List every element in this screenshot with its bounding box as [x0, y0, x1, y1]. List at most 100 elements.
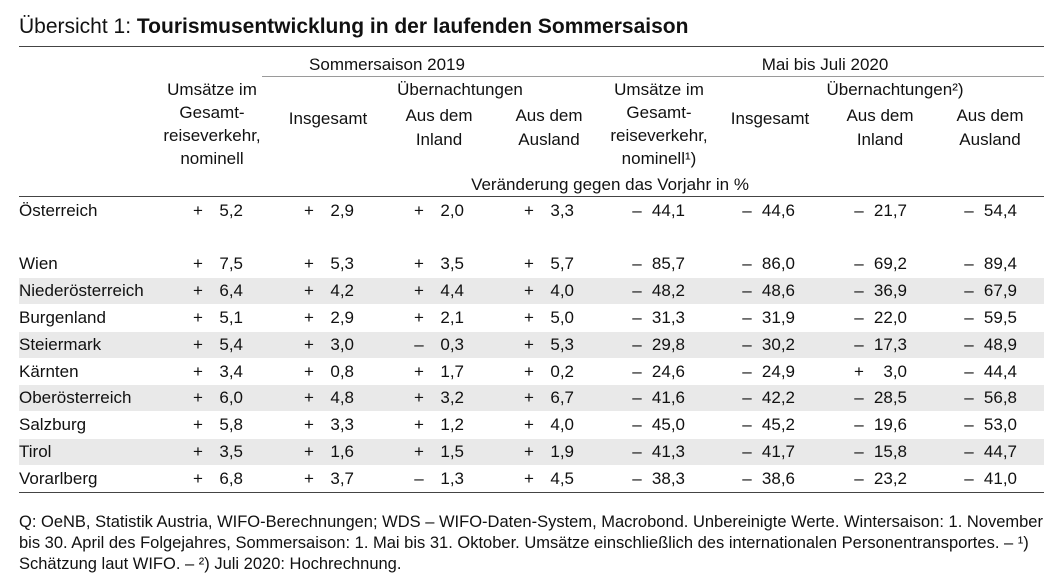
bottom-rule [19, 492, 1044, 493]
header-period-2020: Mai bis Juli 2020 [761, 55, 889, 74]
cell-sign: + [524, 388, 534, 407]
cell-value: 6,8 [219, 469, 243, 488]
cell-value: 69,2 [873, 254, 907, 273]
cell-value: 3,5 [219, 442, 243, 461]
cell-value: 44,4 [983, 362, 1017, 381]
cell-value: 1,6 [330, 442, 354, 461]
cell-value: 3,3 [550, 201, 574, 220]
cell-value: 36,9 [873, 281, 907, 300]
cell-sign: + [304, 362, 314, 381]
cell-sign: + [524, 362, 534, 381]
cell-value: 1,7 [440, 362, 464, 381]
source-note: Q: OeNB, Statistik Austria, WIFO-Berechn… [19, 513, 1043, 573]
cell-sign: – [632, 308, 642, 327]
row-band [19, 439, 1044, 465]
row-label: Burgenland [19, 308, 106, 327]
cell-value: 2,9 [330, 201, 354, 220]
cell-sign: – [632, 362, 642, 381]
cell-value: 67,9 [983, 281, 1017, 300]
cell-value: 19,6 [873, 415, 907, 434]
cell-value: 44,1 [651, 201, 685, 220]
cell-sign: + [193, 469, 203, 488]
cell-sign: – [854, 442, 864, 461]
cell-value: 3,0 [330, 335, 354, 354]
cell-sign: + [524, 201, 534, 220]
cell-sign: + [304, 415, 314, 434]
cell-sign: + [193, 335, 203, 354]
header-umsaetze-2019-l3: reiseverkehr, [163, 126, 261, 145]
header-ausland-2020-l1: Aus dem [956, 106, 1024, 125]
cell-value: 24,6 [651, 362, 685, 381]
cell-value: 89,4 [983, 254, 1017, 273]
cell-sign: – [632, 201, 642, 220]
cell-sign: – [632, 281, 642, 300]
cell-sign: + [524, 281, 534, 300]
header-inland-2020-l1: Aus dem [846, 106, 914, 125]
cell-value: 5,7 [550, 254, 574, 273]
cell-sign: + [304, 469, 314, 488]
row-label: Vorarlberg [19, 469, 98, 488]
cell-value: 85,7 [651, 254, 685, 273]
cell-value: 4,0 [550, 415, 574, 434]
cell-sign: – [742, 415, 752, 434]
title-prefix: Übersicht 1: [19, 15, 137, 38]
cell-sign: + [193, 308, 203, 327]
cell-sign: + [524, 469, 534, 488]
header-rule [19, 196, 1044, 197]
cell-sign: + [193, 201, 203, 220]
header-umsaetze-2019-l1: Umsätze im [167, 80, 257, 99]
cell-sign: + [304, 388, 314, 407]
cell-value: 3,5 [440, 254, 464, 273]
cell-value: 7,5 [219, 254, 243, 273]
cell-sign: + [193, 388, 203, 407]
cell-sign: – [632, 469, 642, 488]
header-insgesamt-2019: Insgesamt [288, 109, 368, 128]
header-naechtigungen-2019: Übernachtungen [397, 80, 523, 99]
cell-sign: – [964, 335, 974, 354]
cell-value: 5,4 [219, 335, 243, 354]
cell-sign: – [632, 254, 642, 273]
cell-sign: – [742, 388, 752, 407]
cell-value: 0,8 [330, 362, 354, 381]
cell-value: 6,0 [219, 388, 243, 407]
cell-value: 4,0 [550, 281, 574, 300]
cell-sign: – [632, 388, 642, 407]
cell-sign: – [414, 469, 424, 488]
cell-value: 31,9 [761, 308, 795, 327]
cell-sign: – [854, 415, 864, 434]
cell-value: 28,5 [873, 388, 907, 407]
cell-value: 1,5 [440, 442, 464, 461]
cell-sign: + [524, 308, 534, 327]
cell-sign: – [964, 254, 974, 273]
cell-value: 5,0 [550, 308, 574, 327]
cell-value: 3,2 [440, 388, 464, 407]
cell-sign: – [964, 362, 974, 381]
cell-value: 3,0 [883, 362, 907, 381]
cell-value: 1,2 [440, 415, 464, 434]
cell-sign: – [742, 254, 752, 273]
cell-sign: + [414, 281, 424, 300]
cell-sign: + [193, 281, 203, 300]
cell-sign: – [854, 201, 864, 220]
cell-value: 4,2 [330, 281, 354, 300]
row-label: Wien [19, 254, 58, 273]
period-rule-2020 [602, 76, 1044, 77]
cell-sign: + [304, 442, 314, 461]
cell-sign: – [854, 281, 864, 300]
cell-value: 48,9 [983, 335, 1017, 354]
cell-value: 1,3 [440, 469, 464, 488]
cell-value: 6,4 [219, 281, 243, 300]
cell-value: 5,1 [219, 308, 243, 327]
cell-value: 30,2 [761, 335, 795, 354]
header-inland-2019-l1: Aus dem [405, 106, 473, 125]
cell-value: 21,7 [873, 201, 907, 220]
cell-sign: + [193, 254, 203, 273]
cell-value: 48,2 [651, 281, 685, 300]
cell-value: 53,0 [983, 415, 1017, 434]
row-label: Steiermark [19, 335, 102, 354]
cell-sign: – [854, 254, 864, 273]
cell-value: 3,3 [330, 415, 354, 434]
cell-value: 15,8 [873, 442, 907, 461]
cell-sign: – [742, 308, 752, 327]
cell-value: 45,2 [761, 415, 795, 434]
